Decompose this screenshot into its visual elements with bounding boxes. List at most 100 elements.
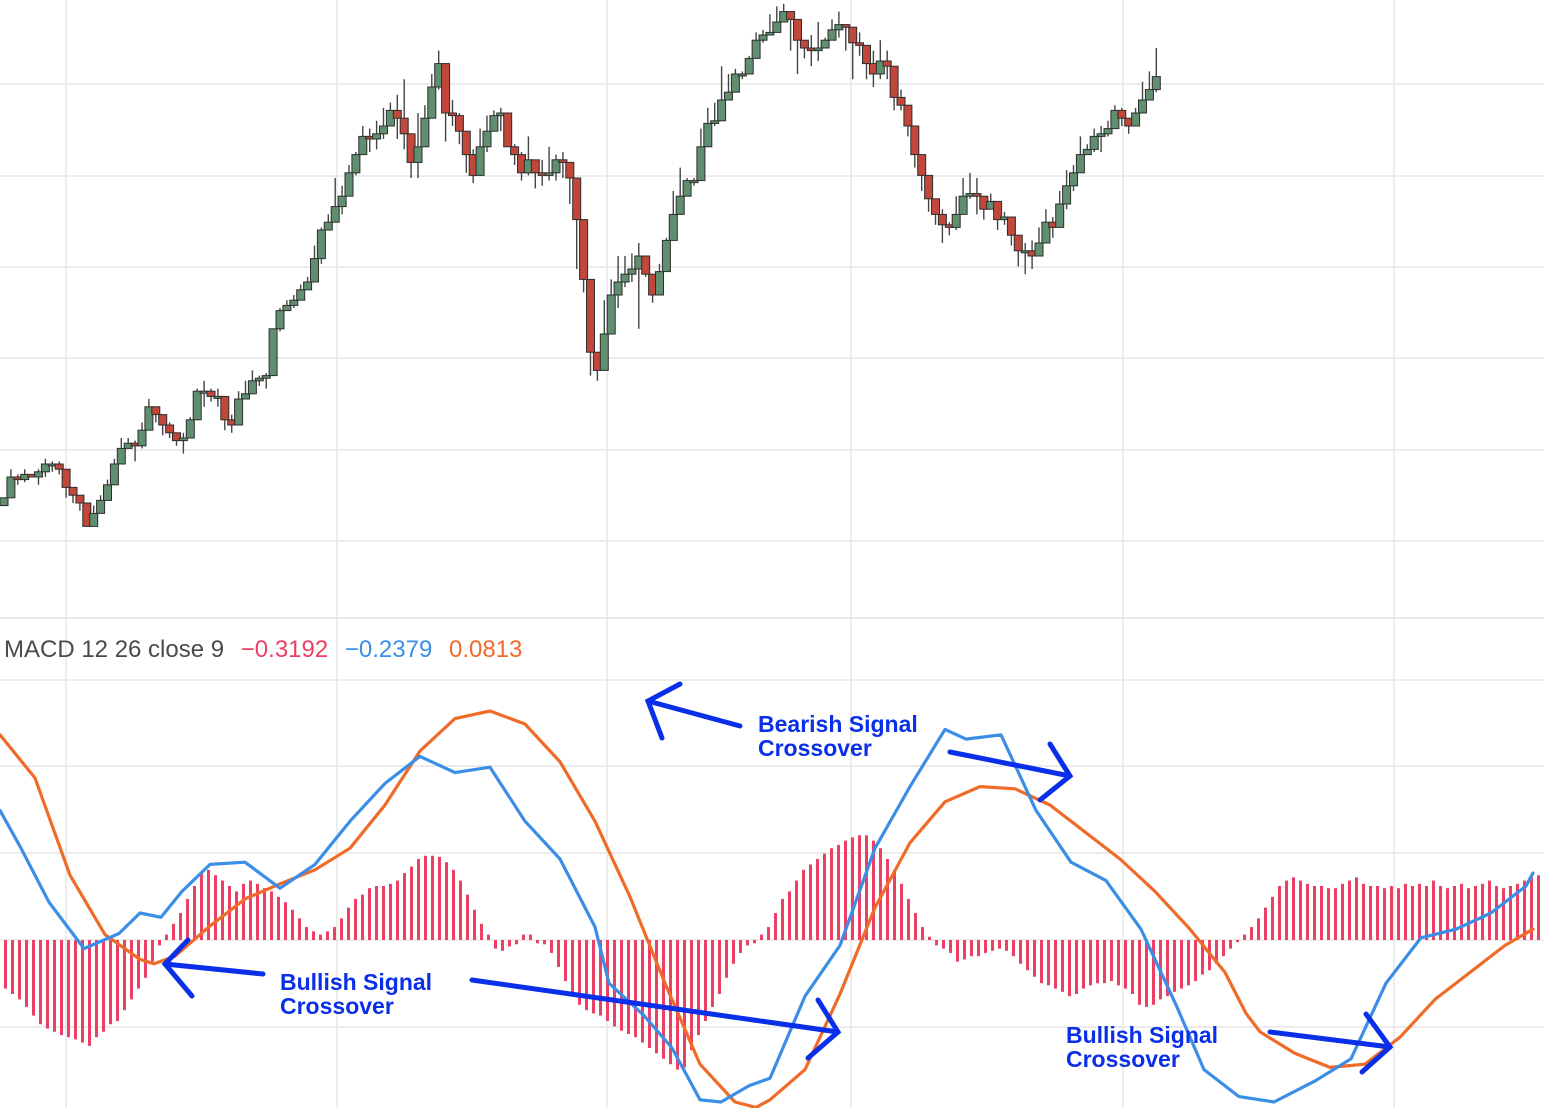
histogram-bar [739, 940, 742, 953]
candle-up [675, 195, 685, 215]
candle-up [668, 213, 678, 241]
histogram-bar [445, 862, 448, 940]
histogram-bar [620, 940, 623, 1031]
candle-up [282, 304, 292, 312]
histogram-bar [1523, 880, 1526, 940]
histogram-bar [1299, 880, 1302, 940]
annotation-arrow-shaft [1267, 1029, 1393, 1050]
candle-up [599, 333, 609, 371]
histogram-bar [1530, 877, 1533, 940]
candle-up [606, 294, 616, 335]
histogram-bar [11, 940, 14, 994]
histogram-bar [298, 918, 301, 940]
histogram-bar [711, 940, 714, 1007]
histogram-bar [326, 931, 329, 940]
candle-down [931, 198, 940, 215]
annotation-arrows [161, 681, 1394, 1075]
candle-up [661, 239, 671, 273]
candle-down [68, 486, 78, 496]
histogram-bar [781, 898, 784, 940]
macd-legend-label: MACD 12 26 close 9 [4, 636, 225, 663]
histogram-bar [949, 940, 952, 953]
candle-up [1041, 221, 1051, 244]
candle-down [910, 125, 920, 156]
candle-up [323, 221, 333, 231]
histogram-bar [1019, 940, 1022, 964]
histogram-bar [123, 940, 126, 1011]
candle-up [34, 471, 43, 478]
candle-down [848, 26, 858, 44]
candle-down [972, 193, 982, 197]
histogram-bar [1152, 940, 1155, 1005]
candle-down [889, 65, 899, 98]
candle-up [1089, 135, 1099, 150]
candle-down [530, 159, 540, 174]
macd-lines [0, 709, 1535, 1108]
histogram-bar [235, 891, 238, 940]
histogram-bar [368, 888, 371, 940]
histogram-bar [1460, 883, 1463, 940]
candle-down [841, 24, 851, 28]
histogram-bar [1250, 927, 1253, 940]
histogram-bar [1474, 886, 1477, 940]
histogram-bar [1306, 883, 1309, 940]
candle-down [565, 161, 575, 179]
histogram-bar [956, 940, 959, 962]
candle-down [461, 130, 471, 156]
histogram-bar [186, 898, 189, 940]
candle-down [54, 463, 64, 470]
candle-down [1006, 216, 1016, 236]
candle-up [144, 406, 154, 431]
histogram-bar [914, 913, 917, 940]
histogram-bar [1467, 888, 1470, 940]
histogram-bar [1145, 940, 1148, 1007]
candle-up [379, 125, 388, 135]
candle-up [185, 419, 195, 439]
histogram-bar [634, 940, 637, 1038]
candle-down [924, 174, 934, 200]
annotation-arrow-shaft [469, 977, 841, 1035]
histogram-bar [725, 940, 728, 978]
candle-down [903, 104, 913, 127]
histogram-bar [1453, 886, 1456, 940]
histogram-bar [767, 927, 770, 940]
histogram-bar [1068, 940, 1071, 997]
histogram-bar [151, 940, 154, 962]
candle-up [813, 47, 823, 52]
candle-up [337, 195, 347, 208]
candle-up [413, 146, 423, 163]
histogram-bar [1411, 886, 1414, 940]
histogram-bar [508, 940, 511, 947]
candle-up [109, 463, 119, 486]
candle-up [303, 281, 313, 291]
histogram-bar [53, 940, 56, 1032]
annotation-arrow-head [161, 937, 195, 999]
histogram-bar [1054, 940, 1057, 989]
histogram-bar [893, 869, 896, 940]
candle-up [351, 154, 361, 174]
histogram-bar [942, 940, 945, 949]
candle-up [289, 299, 299, 306]
histogram-bar [466, 894, 469, 940]
histogram-bar [1194, 940, 1197, 982]
candle-up [765, 31, 775, 36]
candle-down [572, 177, 582, 221]
candle-up [689, 180, 699, 184]
histogram-bar [1404, 883, 1407, 940]
histogram-bar [802, 869, 805, 940]
histogram-bar [1236, 940, 1239, 943]
histogram-bar [1047, 940, 1050, 986]
histogram-bar [669, 940, 672, 1065]
annotation-bullish-crossover-1: Bullish Signal Crossover [280, 969, 433, 1019]
histogram-bar [284, 902, 287, 940]
histogram-bar [1005, 940, 1008, 951]
histogram-bar [662, 940, 665, 1059]
histogram-bar [291, 909, 294, 940]
histogram-bar [144, 940, 147, 978]
histogram-bar [683, 940, 686, 1068]
candle-down [165, 424, 175, 434]
candle-up [703, 122, 713, 148]
histogram-bar [410, 866, 413, 940]
histogram-bar [459, 880, 462, 940]
candle-up [103, 484, 112, 501]
